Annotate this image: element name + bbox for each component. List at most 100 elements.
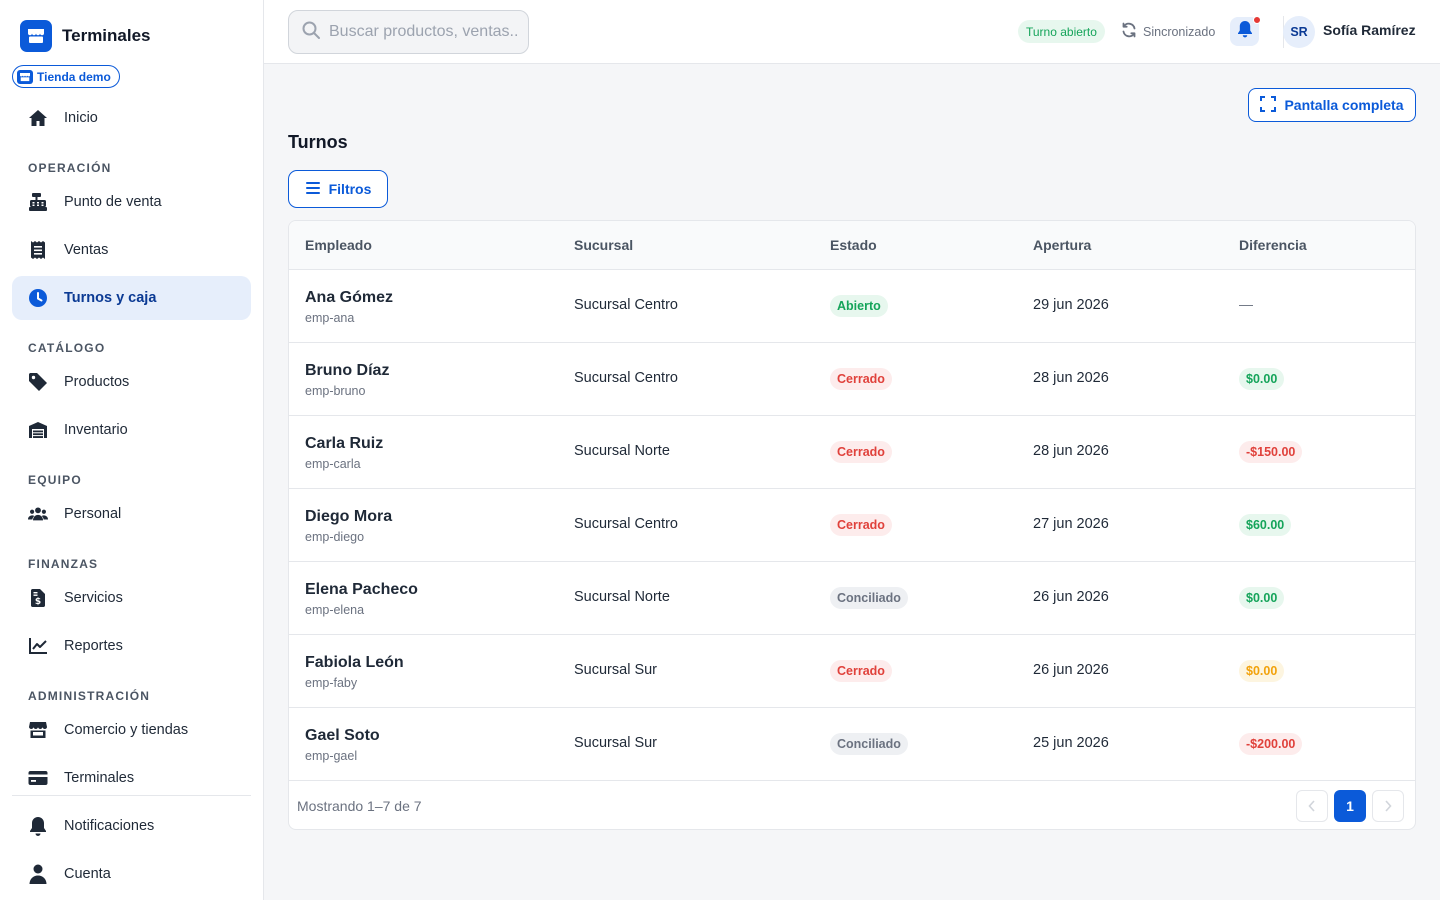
branch: Sucursal Centro [574, 516, 678, 532]
sidebar-item-comercio-y-tiendas[interactable]: Comercio y tiendas [12, 708, 251, 752]
bell-icon [1237, 20, 1253, 43]
shift-status-badge: Turno abierto [1018, 20, 1105, 43]
branch: Sucursal Norte [574, 443, 670, 459]
topbar: Turno abierto Sincronizado SR Sofía Ramí… [264, 0, 1440, 64]
svg-text:$: $ [35, 597, 41, 607]
sidebar-item-productos[interactable]: Productos [12, 360, 251, 404]
status-badge: Cerrado [830, 441, 892, 463]
sidebar-item-label: Ventas [64, 242, 109, 258]
brand[interactable]: Terminales [20, 20, 151, 52]
employee-name: Bruno Díaz [305, 362, 390, 379]
sidebar-item-label: Cuenta [64, 866, 111, 882]
search-box[interactable] [288, 10, 529, 54]
pagination-summary: Mostrando 1–7 de 7 [297, 798, 422, 814]
sidebar-item-inicio[interactable]: Inicio [12, 96, 251, 140]
status-badge: Cerrado [830, 368, 892, 390]
sidebar-item-label: Reportes [64, 638, 123, 654]
table-row[interactable]: Bruno Díaz emp-bruno Sucursal Centro Cer… [289, 343, 1415, 416]
sidebar-item-label: Inventario [64, 422, 128, 438]
prev-page-button[interactable] [1296, 790, 1328, 822]
column-header-sucursal[interactable]: Sucursal [574, 237, 634, 253]
sidebar-item-cuenta[interactable]: Cuenta [12, 852, 251, 896]
section-equipo: EQUIPO [28, 473, 82, 487]
expand-icon [1260, 95, 1284, 115]
sidebar-item-personal[interactable]: Personal [12, 492, 251, 536]
branch: Sucursal Norte [574, 589, 670, 605]
opened-date: 29 jun 2026 [1033, 297, 1109, 313]
table-row[interactable]: Carla Ruiz emp-carla Sucursal Norte Cerr… [289, 416, 1415, 489]
sidebar-item-label: Productos [64, 374, 130, 390]
fullscreen-button[interactable]: Pantalla completa [1248, 88, 1416, 122]
employee-name: Gael Soto [305, 727, 380, 744]
user-name[interactable]: Sofía Ramírez [1323, 22, 1416, 38]
opened-date: 26 jun 2026 [1033, 662, 1109, 678]
sync-label: Sincronizado [1143, 24, 1216, 39]
section-catalogo: CATÁLOGO [28, 341, 106, 355]
avatar[interactable]: SR [1283, 16, 1315, 48]
chevron-right-icon [1385, 800, 1392, 812]
branch: Sucursal Sur [574, 735, 658, 751]
column-header-diferencia[interactable]: Diferencia [1239, 237, 1307, 253]
table-row[interactable]: Gael Soto emp-gael Sucursal Sur Concilia… [289, 708, 1415, 781]
section-administracion: ADMINISTRACIÓN [28, 689, 151, 703]
sidebar-item-punto-de-venta[interactable]: Punto de venta [12, 180, 251, 224]
sidebar-item-terminales[interactable]: Terminales [12, 756, 251, 800]
column-header-apertura[interactable]: Apertura [1033, 237, 1092, 253]
brand-name: Terminales [62, 26, 151, 45]
shifts-table: Empleado Sucursal Estado Apertura Difere… [288, 220, 1416, 830]
tag-icon [28, 372, 48, 392]
store-badge-label: Tienda demo [37, 69, 111, 84]
difference-badge: $0.00 [1239, 587, 1285, 609]
branch: Sucursal Centro [574, 297, 678, 313]
column-header-estado[interactable]: Estado [830, 237, 877, 253]
employee-id: emp-carla [305, 457, 361, 471]
store-badge[interactable]: Tienda demo [12, 65, 120, 88]
home-icon [28, 108, 48, 128]
sidebar-item-reportes[interactable]: Reportes [12, 624, 251, 668]
sync-status[interactable]: Sincronizado [1121, 20, 1215, 43]
section-operacion: OPERACIÓN [28, 161, 112, 175]
sidebar-item-label: Terminales [64, 770, 135, 786]
opened-date: 28 jun 2026 [1033, 370, 1109, 386]
table-row[interactable]: Ana Gómez emp-ana Sucursal Centro Abiert… [289, 270, 1415, 343]
difference-badge: $60.00 [1239, 514, 1292, 536]
page-button-current[interactable]: 1 [1334, 790, 1366, 822]
chevron-left-icon [1308, 800, 1315, 812]
fullscreen-label: Pantalla completa [1284, 97, 1404, 113]
sidebar-item-notificaciones[interactable]: Notificaciones [12, 804, 251, 848]
sidebar-item-inventario[interactable]: Inventario [12, 408, 251, 452]
table-row[interactable]: Elena Pacheco emp-elena Sucursal Norte C… [289, 562, 1415, 635]
employee-id: emp-bruno [305, 384, 366, 398]
sidebar-item-servicios[interactable]: $ Servicios [12, 576, 251, 620]
table-header: Empleado Sucursal Estado Apertura Difere… [289, 221, 1415, 270]
employee-id: emp-gael [305, 749, 358, 763]
opened-date: 27 jun 2026 [1033, 516, 1109, 532]
bars-icon [305, 181, 329, 198]
table-row[interactable]: Diego Mora emp-diego Sucursal Centro Cer… [289, 489, 1415, 562]
status-badge: Cerrado [830, 660, 892, 682]
status-badge: Abierto [830, 295, 888, 317]
opened-date: 25 jun 2026 [1033, 735, 1109, 751]
filters-button[interactable]: Filtros [288, 170, 388, 208]
branch: Sucursal Sur [574, 662, 658, 678]
employee-id: emp-elena [305, 603, 365, 617]
search-input[interactable] [329, 23, 519, 41]
employee-name: Diego Mora [305, 508, 393, 525]
sidebar: Terminales Tienda demo Inicio OPERACIÓN … [0, 0, 264, 900]
status-badge: Conciliado [830, 587, 908, 609]
column-header-empleado[interactable]: Empleado [305, 237, 372, 253]
notifications-button[interactable] [1230, 16, 1261, 46]
sidebar-item-ventas[interactable]: Ventas [12, 228, 251, 272]
sidebar-item-label: Personal [64, 506, 122, 522]
difference-badge: -$200.00 [1239, 733, 1303, 755]
next-page-button[interactable] [1372, 790, 1404, 822]
credit-card-icon [28, 768, 48, 788]
sidebar-item-label: Notificaciones [64, 818, 155, 834]
chart-line-icon [28, 636, 48, 656]
table-footer: Mostrando 1–7 de 7 1 [289, 782, 1415, 829]
employee-id: emp-diego [305, 530, 365, 544]
table-row[interactable]: Fabiola León emp-faby Sucursal Sur Cerra… [289, 635, 1415, 708]
search-icon [301, 20, 321, 45]
employee-id: emp-faby [305, 676, 358, 690]
sidebar-item-turnos-y-caja[interactable]: Turnos y caja [12, 276, 251, 320]
